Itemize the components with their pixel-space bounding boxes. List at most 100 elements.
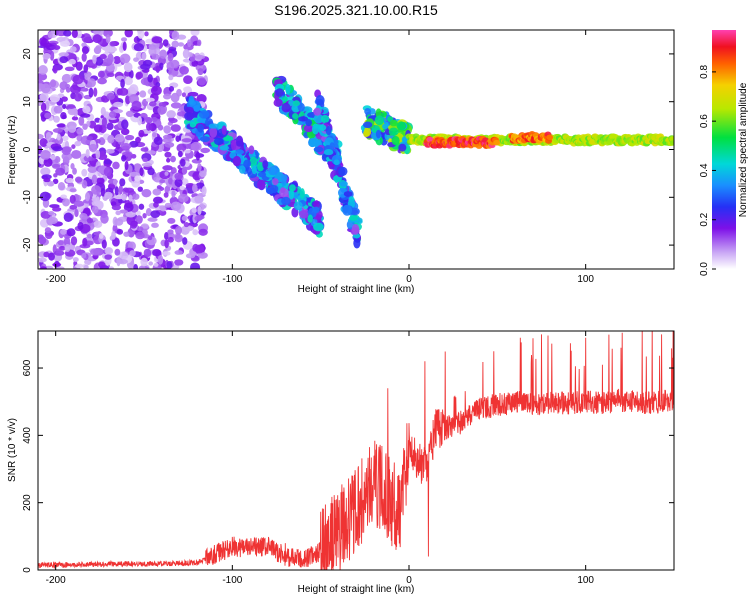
spectrogram-noise-blob bbox=[155, 65, 160, 73]
spectrogram-noise-blob bbox=[133, 57, 139, 62]
spectrogram-noise-blob bbox=[137, 115, 142, 126]
spectrogram-noise-blob bbox=[88, 87, 94, 98]
spectrogram-noise-blob bbox=[76, 127, 84, 135]
spectrogram-branch-blob bbox=[193, 104, 201, 112]
spectrogram-noise-blob bbox=[92, 34, 102, 44]
spectrogram-noise-blob bbox=[176, 88, 182, 97]
spectrogram-noise-blob bbox=[151, 36, 163, 44]
spectrogram-noise-blob bbox=[170, 59, 180, 69]
snr-y-tick-label: 400 bbox=[22, 427, 33, 444]
spectrogram-noise-blob bbox=[118, 258, 128, 265]
spectrogram-branch-blob bbox=[232, 155, 242, 167]
spectrogram-noise-blob bbox=[129, 221, 138, 229]
spectrogram-noise-blob bbox=[162, 165, 173, 171]
spectrogram-noise-blob bbox=[164, 171, 169, 176]
spectrogram-noise-blob bbox=[53, 115, 60, 123]
spectrogram-noise-blob bbox=[183, 86, 192, 93]
spectrogram-noise-blob bbox=[71, 144, 76, 149]
spectrogram-noise-blob bbox=[175, 135, 181, 142]
spectrogram-noise-blob bbox=[38, 98, 43, 107]
spectrogram-noise-blob bbox=[197, 39, 202, 47]
spectrogram-noise-blob bbox=[88, 143, 98, 153]
spectrogram-noise-blob bbox=[141, 162, 153, 167]
spectrogram-noise-blob bbox=[85, 149, 90, 158]
snr-y-label: SNR (10 * v/v) bbox=[7, 418, 18, 482]
spectrogram-noise-blob bbox=[55, 266, 65, 269]
spectrogram-branch-blob bbox=[292, 112, 299, 120]
spectrogram-noise-blob bbox=[95, 56, 104, 66]
spectrogram-branch-blob bbox=[312, 123, 320, 135]
spectrogram-noise-blob bbox=[61, 73, 72, 83]
spectrogram-noise-blob bbox=[60, 228, 67, 235]
snr-x-tick-label: 0 bbox=[406, 575, 412, 586]
spectrogram-noise-blob bbox=[53, 45, 61, 50]
spectrogram-noise-blob bbox=[82, 123, 88, 130]
spectrogram-noise-blob bbox=[39, 266, 48, 269]
spectrogram-noise-blob bbox=[71, 116, 79, 121]
spectrogram-noise-blob bbox=[75, 61, 83, 71]
spectrogram-branch-blob bbox=[188, 95, 195, 105]
snr-frame bbox=[37, 330, 675, 571]
spectrogram-noise-blob bbox=[112, 101, 124, 108]
spectrogram-noise-blob bbox=[123, 202, 134, 212]
spectrogram-branch-blob bbox=[257, 171, 267, 178]
spectrogram-noise-blob bbox=[122, 41, 127, 51]
spectrogram-noise-blob bbox=[112, 161, 120, 170]
spectrogram-noise-blob bbox=[162, 251, 171, 256]
spectrogram-noise-blob bbox=[79, 212, 88, 220]
spectrogram-branch-blob bbox=[288, 188, 295, 200]
spectrogram-noise-blob bbox=[81, 52, 87, 62]
spectrogram-noise-blob bbox=[104, 247, 114, 255]
spectrogram-noise-blob bbox=[39, 191, 51, 202]
spectrogram-noise-blob bbox=[103, 166, 112, 177]
spectrogram-noise-blob bbox=[69, 84, 81, 94]
spectrogram-noise-blob bbox=[114, 218, 124, 226]
snr-y-tick-label: 600 bbox=[22, 359, 33, 376]
spectrogram-noise-blob bbox=[197, 68, 204, 76]
spectrogram-branch-blob bbox=[199, 136, 210, 143]
spectrogram-noise-blob bbox=[174, 234, 184, 243]
spectrogram-noise-blob bbox=[43, 251, 50, 258]
spectrogram-noise-blob bbox=[131, 100, 142, 111]
spectrogram-branch-blob bbox=[353, 237, 361, 249]
spectrogram-noise-blob bbox=[118, 251, 129, 260]
spectrogram-noise-blob bbox=[178, 193, 189, 203]
spectrogram-noise-blob bbox=[98, 261, 106, 268]
spectrogram-branch-blob bbox=[318, 124, 327, 131]
spectrogram-noise-blob bbox=[97, 77, 107, 85]
spectrogram-noise-blob bbox=[100, 106, 106, 116]
spectrogram-noise-blob bbox=[168, 118, 178, 124]
spectrogram-line-segment bbox=[493, 139, 501, 146]
spectrogram-noise-blob bbox=[132, 193, 140, 200]
spectrogram-noise-blob bbox=[72, 167, 77, 175]
spectrogram-branch-blob bbox=[266, 189, 274, 195]
spectrogram-noise-blob bbox=[168, 74, 174, 81]
spectrogram-noise-blob bbox=[83, 264, 89, 269]
spectrogram-branch-blob bbox=[303, 124, 314, 133]
spectrogram-noise-blob bbox=[141, 188, 152, 198]
spectrogram-noise-blob bbox=[58, 52, 70, 57]
spectrogram-noise-blob bbox=[129, 84, 139, 95]
spectrogram-noise-blob bbox=[82, 237, 88, 247]
spectrogram-noise-blob bbox=[52, 206, 62, 212]
spectrogram-noise-blob bbox=[98, 233, 104, 239]
spectrogram-noise-blob bbox=[147, 167, 155, 176]
spectrogram-noise-blob bbox=[40, 102, 47, 112]
spectrogram-noise-blob bbox=[184, 149, 191, 154]
spectrogram-noise-blob bbox=[66, 104, 76, 109]
spectrogram-noise-blob bbox=[142, 213, 147, 219]
spectrogram-noise-blob bbox=[106, 46, 118, 53]
spectrogram-noise-blob bbox=[157, 124, 164, 131]
spectrogram-y-tick-label: 20 bbox=[22, 48, 33, 60]
spectrogram-branch-blob bbox=[309, 137, 316, 148]
spectrogram-noise-blob bbox=[101, 239, 107, 249]
spectrogram-noise-blob bbox=[86, 233, 93, 239]
spectrogram-branch-blob bbox=[297, 116, 309, 122]
spectrogram-noise-blob bbox=[181, 215, 188, 221]
spectrogram-noise-blob bbox=[57, 182, 66, 191]
spectrogram-noise-blob bbox=[70, 163, 75, 170]
spectrogram-branch-blob bbox=[391, 135, 400, 146]
spectrogram-noise-blob bbox=[141, 52, 147, 61]
colorbar-ticks: 0.0 0.2 0.4 0.6 0.8 bbox=[699, 64, 716, 276]
spectrogram-noise-blob bbox=[181, 138, 192, 143]
